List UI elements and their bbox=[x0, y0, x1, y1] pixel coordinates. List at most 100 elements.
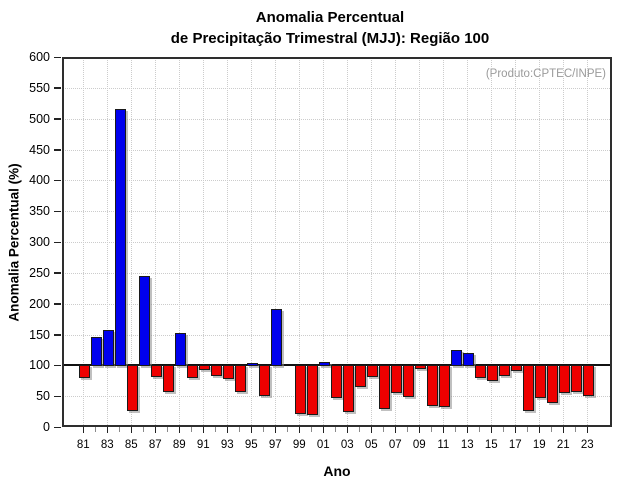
v-gridline bbox=[203, 57, 205, 427]
bar-2010 bbox=[426, 365, 438, 407]
x-tick-label: 95 bbox=[244, 439, 258, 451]
bar-1984 bbox=[114, 108, 126, 367]
x-tick bbox=[466, 427, 469, 433]
y-tick-label: 500 bbox=[29, 111, 50, 126]
bar-2013 bbox=[462, 353, 474, 367]
x-tick bbox=[142, 427, 145, 432]
bar-1999 bbox=[294, 365, 306, 414]
v-gridline bbox=[467, 57, 469, 427]
v-gridline bbox=[443, 57, 445, 427]
x-tick-label: 93 bbox=[220, 439, 234, 451]
x-axis-label: Ano bbox=[323, 463, 351, 479]
x-tick bbox=[238, 427, 241, 432]
v-gridline bbox=[419, 57, 421, 427]
bar-2020 bbox=[546, 365, 558, 403]
y-tick bbox=[54, 210, 61, 213]
chart-subtitle: de Precipitação Trimestral (MJJ): Região… bbox=[170, 30, 490, 47]
x-tick-label: 05 bbox=[364, 439, 378, 451]
x-tick bbox=[562, 427, 565, 433]
y-tick bbox=[54, 179, 61, 182]
y-tick bbox=[54, 395, 61, 398]
bar-1989 bbox=[174, 333, 186, 367]
x-tick bbox=[334, 427, 337, 432]
bar-1991 bbox=[198, 365, 210, 371]
bar-2019 bbox=[534, 365, 546, 398]
x-tick-label: 13 bbox=[460, 439, 474, 451]
y-tick-label: 450 bbox=[29, 142, 50, 157]
x-tick bbox=[106, 427, 109, 433]
bar-1988 bbox=[162, 365, 174, 393]
x-tick-label: 03 bbox=[340, 439, 354, 451]
x-tick bbox=[514, 427, 517, 433]
chart-title: Anomalia Percentual bbox=[255, 9, 405, 26]
x-tick-label: 89 bbox=[172, 439, 186, 451]
x-tick bbox=[214, 427, 217, 432]
x-tick bbox=[310, 427, 313, 432]
x-tick bbox=[502, 427, 505, 432]
bar-2004 bbox=[354, 365, 366, 388]
y-tick-label: 50 bbox=[36, 389, 50, 404]
v-gridline bbox=[323, 57, 325, 427]
x-tick bbox=[538, 427, 541, 433]
h-gridline bbox=[62, 334, 612, 336]
v-gridline bbox=[587, 57, 589, 427]
bar-2017 bbox=[510, 365, 522, 372]
y-tick-label: 400 bbox=[29, 173, 50, 188]
v-gridline bbox=[563, 57, 565, 427]
y-tick-label: 600 bbox=[29, 50, 50, 64]
x-tick-label: 99 bbox=[292, 439, 306, 451]
y-tick bbox=[54, 56, 61, 58]
bar-1986 bbox=[138, 275, 150, 367]
y-tick bbox=[54, 272, 61, 274]
y-tick bbox=[54, 149, 61, 151]
x-tick bbox=[430, 427, 433, 432]
bar-2008 bbox=[402, 365, 414, 398]
x-tick bbox=[358, 427, 361, 432]
x-tick bbox=[94, 427, 97, 432]
bar-2014 bbox=[474, 365, 486, 379]
x-tick bbox=[166, 427, 169, 432]
v-gridline bbox=[251, 57, 253, 427]
x-tick bbox=[178, 427, 181, 433]
bar-1992 bbox=[210, 365, 222, 376]
y-tick-label: 200 bbox=[29, 296, 50, 311]
bar-1982 bbox=[90, 336, 102, 367]
bar-2012 bbox=[450, 349, 462, 367]
x-tick bbox=[550, 427, 553, 432]
bar-2023 bbox=[582, 365, 594, 396]
v-gridline bbox=[275, 57, 277, 427]
y-tick-label: 150 bbox=[29, 327, 50, 342]
x-tick bbox=[322, 427, 325, 433]
y-tick bbox=[54, 118, 61, 120]
x-tick bbox=[262, 427, 265, 432]
v-gridline bbox=[179, 57, 181, 427]
y-tick-label: 550 bbox=[29, 80, 50, 95]
x-tick bbox=[478, 427, 481, 432]
x-tick bbox=[286, 427, 289, 432]
v-gridline bbox=[491, 57, 493, 427]
v-gridline bbox=[515, 57, 517, 427]
bar-2000 bbox=[306, 365, 318, 416]
v-gridline bbox=[371, 57, 373, 427]
x-tick bbox=[250, 427, 253, 433]
x-tick-label: 17 bbox=[508, 439, 522, 451]
x-tick bbox=[226, 427, 229, 433]
x-tick bbox=[394, 427, 397, 433]
x-tick-label: 87 bbox=[148, 439, 162, 451]
v-gridline bbox=[155, 57, 157, 427]
bar-2003 bbox=[342, 365, 354, 412]
x-tick-label: 23 bbox=[580, 439, 594, 451]
h-gridline bbox=[62, 180, 612, 182]
v-gridline bbox=[83, 57, 85, 427]
v-gridline bbox=[539, 57, 541, 427]
x-tick bbox=[406, 427, 409, 432]
x-tick bbox=[586, 427, 589, 433]
x-tick bbox=[574, 427, 577, 432]
h-gridline bbox=[62, 149, 612, 151]
y-tick bbox=[54, 303, 61, 305]
x-tick-label: 19 bbox=[532, 439, 546, 451]
bar-1985 bbox=[126, 365, 138, 411]
x-tick-label: 01 bbox=[316, 439, 330, 451]
bar-2001 bbox=[318, 361, 330, 367]
